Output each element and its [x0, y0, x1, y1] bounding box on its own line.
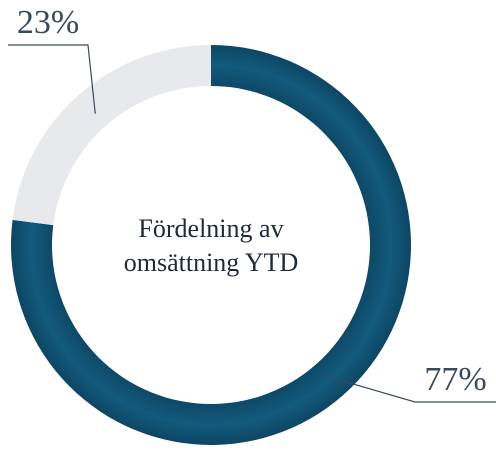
center-label: Fördelning av — [138, 214, 283, 243]
leader-line — [326, 375, 496, 403]
center-label: omsättning YTD — [124, 248, 299, 277]
leader-line — [8, 44, 96, 114]
value-label: 77% — [424, 361, 486, 398]
donut-segment — [12, 45, 212, 226]
value-label: 23% — [17, 4, 79, 41]
